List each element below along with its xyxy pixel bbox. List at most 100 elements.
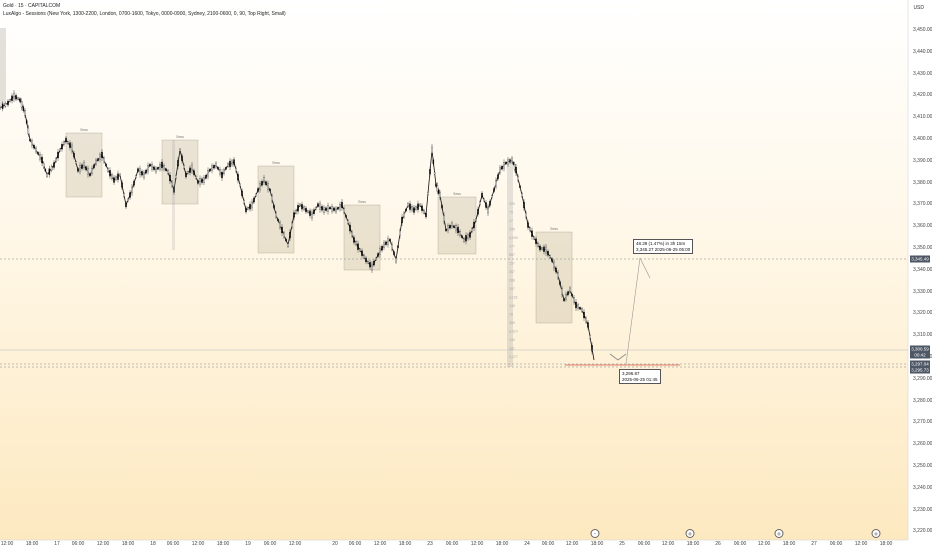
currency-label[interactable]: USD xyxy=(913,5,924,11)
session-box[interactable] xyxy=(535,231,573,324)
volume-profile: 229 75 17 235 3,294 177 557 157 267 288 157 3,118 14… xyxy=(172,140,518,367)
price-badge[interactable]: 3,297.04 xyxy=(910,360,930,368)
candle-body xyxy=(223,169,225,174)
candle-body xyxy=(432,159,435,164)
candle-body xyxy=(139,168,141,175)
measure-tooltip[interactable]: 48.39 (1.47%) in 3h 15m 3,345.27 2025-06… xyxy=(633,239,694,254)
candle-body xyxy=(333,207,335,211)
candle-body xyxy=(103,157,105,163)
candle-body xyxy=(109,170,111,177)
candle-body xyxy=(289,231,291,239)
volume-profile-bar xyxy=(507,160,513,367)
candle-body xyxy=(255,193,257,197)
candle-body xyxy=(219,169,221,175)
candle-body xyxy=(453,225,455,228)
volume-profile-label: 146 xyxy=(509,304,515,308)
candle-body xyxy=(587,322,589,328)
candle-body xyxy=(479,201,481,205)
volume-profile-label: 321 xyxy=(509,347,515,351)
price-badge[interactable]: 00:42 xyxy=(910,351,930,359)
time-tick-label: 18:00 xyxy=(495,541,509,547)
candle-body xyxy=(471,228,473,232)
candle-body xyxy=(7,100,9,106)
candle-body xyxy=(505,161,507,165)
measure-target: 3,345.27 2025-06-25 05:00 xyxy=(636,246,691,252)
time-tick-label: 12:00 xyxy=(191,541,205,547)
price-badge[interactable]: 3,345.49 xyxy=(910,255,930,263)
volume-profile-label: 157 xyxy=(509,287,515,291)
candle-body xyxy=(513,164,516,170)
candle-body xyxy=(265,181,267,185)
candle-body xyxy=(565,294,567,300)
time-tick-label: 18:00 xyxy=(25,541,39,547)
session-box[interactable] xyxy=(343,204,381,271)
session-icon[interactable]: ⌁ xyxy=(590,529,600,538)
candle-body xyxy=(95,159,97,165)
volume-profile-bar xyxy=(172,140,175,250)
candle-body xyxy=(541,247,543,250)
candle-body xyxy=(24,110,26,116)
session-box[interactable] xyxy=(257,165,295,254)
session-label: Sess xyxy=(176,135,184,139)
candle-body xyxy=(547,251,549,256)
candle-body xyxy=(83,162,85,168)
candle-body xyxy=(489,201,491,206)
candle-body xyxy=(44,168,47,172)
price-tick-label: 3,240.00 xyxy=(913,484,932,491)
candle-body xyxy=(195,176,197,179)
candle-body xyxy=(529,227,531,231)
candle-body xyxy=(521,193,523,197)
candle-body xyxy=(535,238,537,244)
candle-body xyxy=(573,297,575,303)
globe-icon[interactable]: ◍ xyxy=(774,529,784,538)
candle-body xyxy=(579,307,581,310)
low-tooltip[interactable]: 3,296.87 2025-06-25 01:45 xyxy=(619,369,661,384)
candle-body xyxy=(71,144,73,152)
candle-body xyxy=(311,211,313,219)
candle-body xyxy=(75,161,77,164)
candle-body xyxy=(363,255,365,259)
price-tick-label: 3,310.00 xyxy=(913,332,932,339)
time-tick-label: 06:00 xyxy=(348,541,362,547)
indicator-title[interactable]: LuxAlgo - Sessions (New York, 1300-2200,… xyxy=(3,11,286,17)
candle-body xyxy=(349,224,351,232)
candle-body xyxy=(325,207,327,211)
volume-profile-label: 130 xyxy=(509,338,515,342)
projection-zigzag xyxy=(609,353,627,361)
candle-body xyxy=(421,205,423,211)
price-tick-label: 3,440.00 xyxy=(913,48,932,55)
candle-body xyxy=(235,168,237,172)
price-tick-label: 3,290.00 xyxy=(913,375,932,382)
candle-body xyxy=(263,177,265,183)
chart-background xyxy=(0,0,908,540)
candle-body xyxy=(19,98,21,102)
candle-body xyxy=(173,187,175,193)
symbol-title[interactable]: Gold · 15 · CAPITALCOM xyxy=(3,3,61,9)
candle-body xyxy=(13,92,15,100)
candle-body xyxy=(155,167,157,173)
candle-body xyxy=(339,204,341,210)
candle-body xyxy=(149,163,151,167)
candle-body xyxy=(163,165,165,170)
session-box[interactable] xyxy=(437,196,477,255)
candle-body xyxy=(41,156,43,164)
candle-body xyxy=(473,221,475,229)
candle-body xyxy=(431,146,433,154)
candle-body xyxy=(243,200,245,204)
candle-body xyxy=(197,180,199,184)
price-badge[interactable]: 3,300.59 xyxy=(910,345,930,353)
price-tick-label: 3,430.00 xyxy=(913,70,932,77)
candle-body xyxy=(281,226,283,234)
candle-body xyxy=(221,171,223,179)
candle-body xyxy=(433,172,436,175)
globe-icon[interactable]: ◍ xyxy=(685,529,695,538)
candle-body xyxy=(371,263,373,271)
globe-icon[interactable]: ◍ xyxy=(871,529,881,538)
time-tick-label: 06:00 xyxy=(166,541,180,547)
price-badge[interactable]: 3,295.73 xyxy=(910,366,930,374)
candle-body xyxy=(555,267,557,273)
candle-body xyxy=(4,103,7,107)
candle-body xyxy=(131,186,133,194)
candle-body xyxy=(359,248,361,252)
